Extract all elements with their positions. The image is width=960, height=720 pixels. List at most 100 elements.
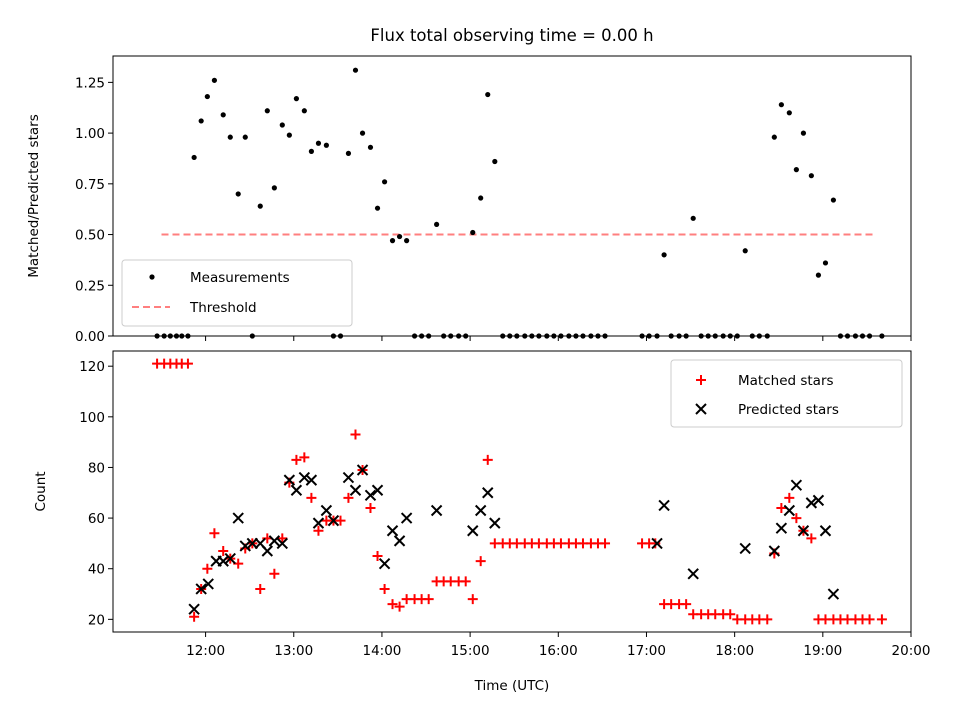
measurement-point [837,333,844,339]
matched-star-point [379,583,390,594]
predicted-star-point [430,504,443,517]
predicted-star-point [195,583,207,595]
x-tick-label: 19:00 [803,643,842,659]
legend-marker-predicted [695,403,707,415]
measurement-point [323,142,329,148]
measurement-point [764,333,770,339]
measurement-point [249,333,255,339]
measurement-point [179,333,185,339]
predicted-star-point [400,512,413,524]
predicted-star-point [805,497,818,509]
predicted-star-point [217,555,229,567]
measurement-point [507,333,513,339]
predicted-star-point [364,489,377,502]
predicted-star-point [188,603,200,615]
predicted-star-point [797,525,810,537]
predicted-star-point [386,525,399,537]
measurement-point [793,167,799,173]
bottom-plot-frame [112,350,912,633]
measurement-point [198,118,204,124]
measurement-point [352,67,359,73]
predicted-star-point [783,504,796,517]
measurement-point [654,333,660,339]
measurement-point [293,96,300,102]
measurement-point [844,333,851,339]
measurement-point [301,108,307,114]
legend-marker-measurements [149,274,155,280]
x-tick-label: 18:00 [715,643,754,659]
measurement-point [683,333,689,339]
measurement-point [271,185,277,191]
predicted-star-point [232,512,244,524]
measurement-point [235,191,241,197]
predicted-star-point [775,522,788,534]
predicted-star-point [489,517,501,529]
x-tick-label: 14:00 [362,643,401,659]
bottom-y-axis-label: Count [33,471,49,511]
matched-star-point [762,614,773,625]
measurement-point [220,112,226,118]
measurement-point [404,238,410,244]
predicted-star-point [224,552,236,565]
matched-star-point [482,454,493,465]
measurement-point [434,221,440,228]
measurement-point [286,132,292,138]
predicted-star-point [276,537,289,550]
matched-star-point [209,528,220,539]
top-y-tick-label: 1.00 [75,126,105,142]
measurement-point [566,333,572,339]
predicted-star-point [474,504,487,517]
predicted-star-point [356,464,369,476]
measurement-point [551,333,557,339]
matched-star-point [791,513,802,524]
measurement-point [389,238,396,244]
matched-star-point [600,538,611,549]
predicted-star-point [371,484,384,496]
measurement-point [830,197,837,203]
predicted-star-point [739,542,751,555]
bottom-y-tick-label: 80 [88,460,105,476]
matched-star-point [277,533,288,544]
bottom-legend-box [670,359,903,428]
x-tick-label: 12:00 [186,643,225,659]
measurement-point [204,93,210,100]
matched-star-point [343,492,354,503]
legend-marker-matched [696,375,706,385]
measurement-point [485,91,491,98]
measurement-point [573,333,579,339]
predicted-star-point [393,535,406,547]
measurement-point [345,150,352,156]
legend-label-threshold: Threshold [189,300,257,316]
predicted-star-point [819,525,832,537]
matched-star-point [681,599,692,610]
measurement-point [639,333,645,339]
measurement-point [167,333,173,339]
matched-star-point [467,594,478,605]
measurement-point [859,333,866,339]
predicted-star-point [658,499,670,512]
predicted-star-point [239,540,251,552]
measurement-point [185,333,191,339]
measurement-point [668,333,674,339]
measurement-point [852,333,859,339]
measurement-point [727,333,733,339]
predicted-star-point [261,545,274,557]
matched-star-point [291,454,302,465]
matched-star-point [460,576,471,587]
measurement-point [426,333,432,339]
x-axis-label: Time (UTC) [474,678,550,694]
measurement-point [544,333,550,339]
top-legend-box [121,259,353,327]
matched-star-point [202,563,213,574]
measurement-point [602,333,608,339]
measurement-point [646,333,652,339]
measurement-point [161,333,167,339]
matched-star-point [475,556,486,567]
matched-star-point [806,533,817,544]
measurement-point [756,333,762,339]
measurement-point [690,215,696,221]
predicted-star-point [202,578,214,590]
measurement-point [815,272,822,278]
measurement-point [771,134,777,140]
matched-star-point [864,614,875,625]
